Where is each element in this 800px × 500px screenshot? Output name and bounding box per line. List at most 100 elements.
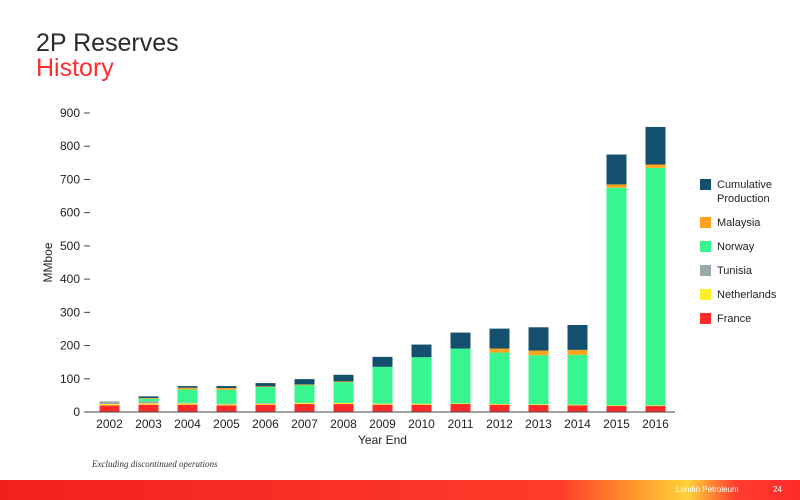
bar-segment-norway [567,354,588,405]
y-tick-label: 300 [60,305,80,319]
bar-segment-tunisia [99,401,120,405]
bar-segment-norway [372,366,393,404]
bar-segment-netherlands [138,403,159,405]
y-tick-label: 0 [73,405,80,419]
bar-segment-cumulative-production [333,374,354,382]
bar-segment-norway [333,382,354,403]
y-axis-label: MMboe [41,242,55,282]
x-axis-label: Year End [358,433,407,447]
bar-segment-netherlands [294,403,315,405]
legend-label: Netherlands [717,289,777,301]
bar-segment-cumulative-production [411,344,432,358]
x-tick-label: 2002 [96,417,123,431]
legend-label: Cumulative Production [717,179,773,205]
chart-legend: Cumulative Production Malaysia Norway Tunis… [700,178,797,336]
bar-segment-netherlands [528,404,549,406]
x-tick-label: 2009 [369,417,396,431]
x-tick-label: 2011 [448,417,474,431]
bar-segment-netherlands [450,403,471,405]
x-tick-label: 2007 [291,417,318,431]
bar-segment-france [411,404,432,412]
bar-segment-norway [255,387,276,404]
y-axis-ticks: 0 100 200 300 400 500 600 700 800 900 [60,106,90,419]
legend-item-tunisia: Tunisia [700,264,797,278]
bar-segment-norway [138,398,159,402]
bar-segment-malaysia [138,398,159,399]
bar-segment-france [528,405,549,412]
bar-segment-norway [411,357,432,404]
bar-segment-france [489,404,510,412]
bar-segment-tunisia [216,403,237,405]
bar-segment-france [216,405,237,412]
x-tick-label: 2012 [486,417,513,431]
bar-segment-malaysia [294,384,315,386]
bar-segment-netherlands [567,404,588,406]
bar-segment-malaysia [489,348,510,353]
footer-bar [0,480,800,500]
bar-segment-france [372,404,393,412]
bar-segment-tunisia [177,402,198,404]
legend-item-netherlands: Netherlands [700,288,797,302]
bar-segment-netherlands [255,403,276,405]
legend-item-malaysia: Malaysia [700,216,797,230]
document-id: KR/116/4 ai/3 10.17 [0,395,1,430]
y-tick-label: 900 [60,106,80,120]
bar-segment-netherlands [177,403,198,405]
legend-swatch [700,289,711,300]
legend-label: Malaysia [717,217,761,229]
bar-segment-cumulative-production [177,386,198,388]
y-tick-label: 400 [60,272,80,286]
x-tick-label: 2004 [174,417,201,431]
bar-segment-norway [606,187,627,406]
legend-swatch [700,265,711,276]
y-tick-label: 500 [60,239,80,253]
bar-segment-norway [450,348,471,404]
y-tick-label: 600 [60,206,80,220]
x-tick-label: 2006 [252,417,279,431]
bar-segment-malaysia [567,349,588,355]
bar-segment-tunisia [138,401,159,404]
bar-segment-netherlands [216,404,237,406]
bar-segment-cumulative-production [489,328,510,349]
footer-brand: Lundin Petroleum [676,485,739,494]
bar-segment-cumulative-production [528,327,549,351]
bar-segment-france [645,406,666,412]
bar-segment-cumulative-production [138,396,159,399]
bar-segment-france [567,405,588,412]
slide-title: 2P Reserves [36,29,179,57]
x-tick-label: 2015 [603,417,630,431]
bar-segment-france [606,406,627,412]
bar-segment-netherlands [372,403,393,405]
bar-segment-netherlands [645,405,666,407]
bar-segment-cumulative-production [216,386,237,389]
y-tick-label: 700 [60,172,80,186]
bar-segment-netherlands [489,404,510,405]
footnote: Excluding discontinued operations [92,459,218,469]
bar-segment-france [294,404,315,412]
bar-segment-norway [294,385,315,403]
bar-segment-france [177,404,198,412]
bar-segment-france [255,404,276,412]
bar-segment-malaysia [255,386,276,388]
bar-segment-cumulative-production [450,332,471,349]
x-tick-label: 2005 [213,417,240,431]
bar-segment-netherlands [411,403,432,405]
bar-segment-norway [528,355,549,405]
bar-segment-malaysia [606,184,627,188]
bar-segment-malaysia [177,387,198,390]
x-tick-label: 2014 [564,417,591,431]
x-tick-label: 2010 [408,417,435,431]
bar-segment-france [450,404,471,412]
bar-segment-cumulative-production [606,154,627,185]
bar-segment-cumulative-production [294,379,315,385]
bar-segment-cumulative-production [372,356,393,367]
bar-segment-norway [645,167,666,406]
x-tick-label: 2016 [642,417,669,431]
bar-segment-cumulative-production [645,126,666,165]
y-tick-label: 200 [60,339,80,353]
legend-swatch [700,179,711,190]
bar-segment-malaysia [645,164,666,168]
legend-label: France [717,313,752,325]
page-number: 24 [773,485,782,494]
